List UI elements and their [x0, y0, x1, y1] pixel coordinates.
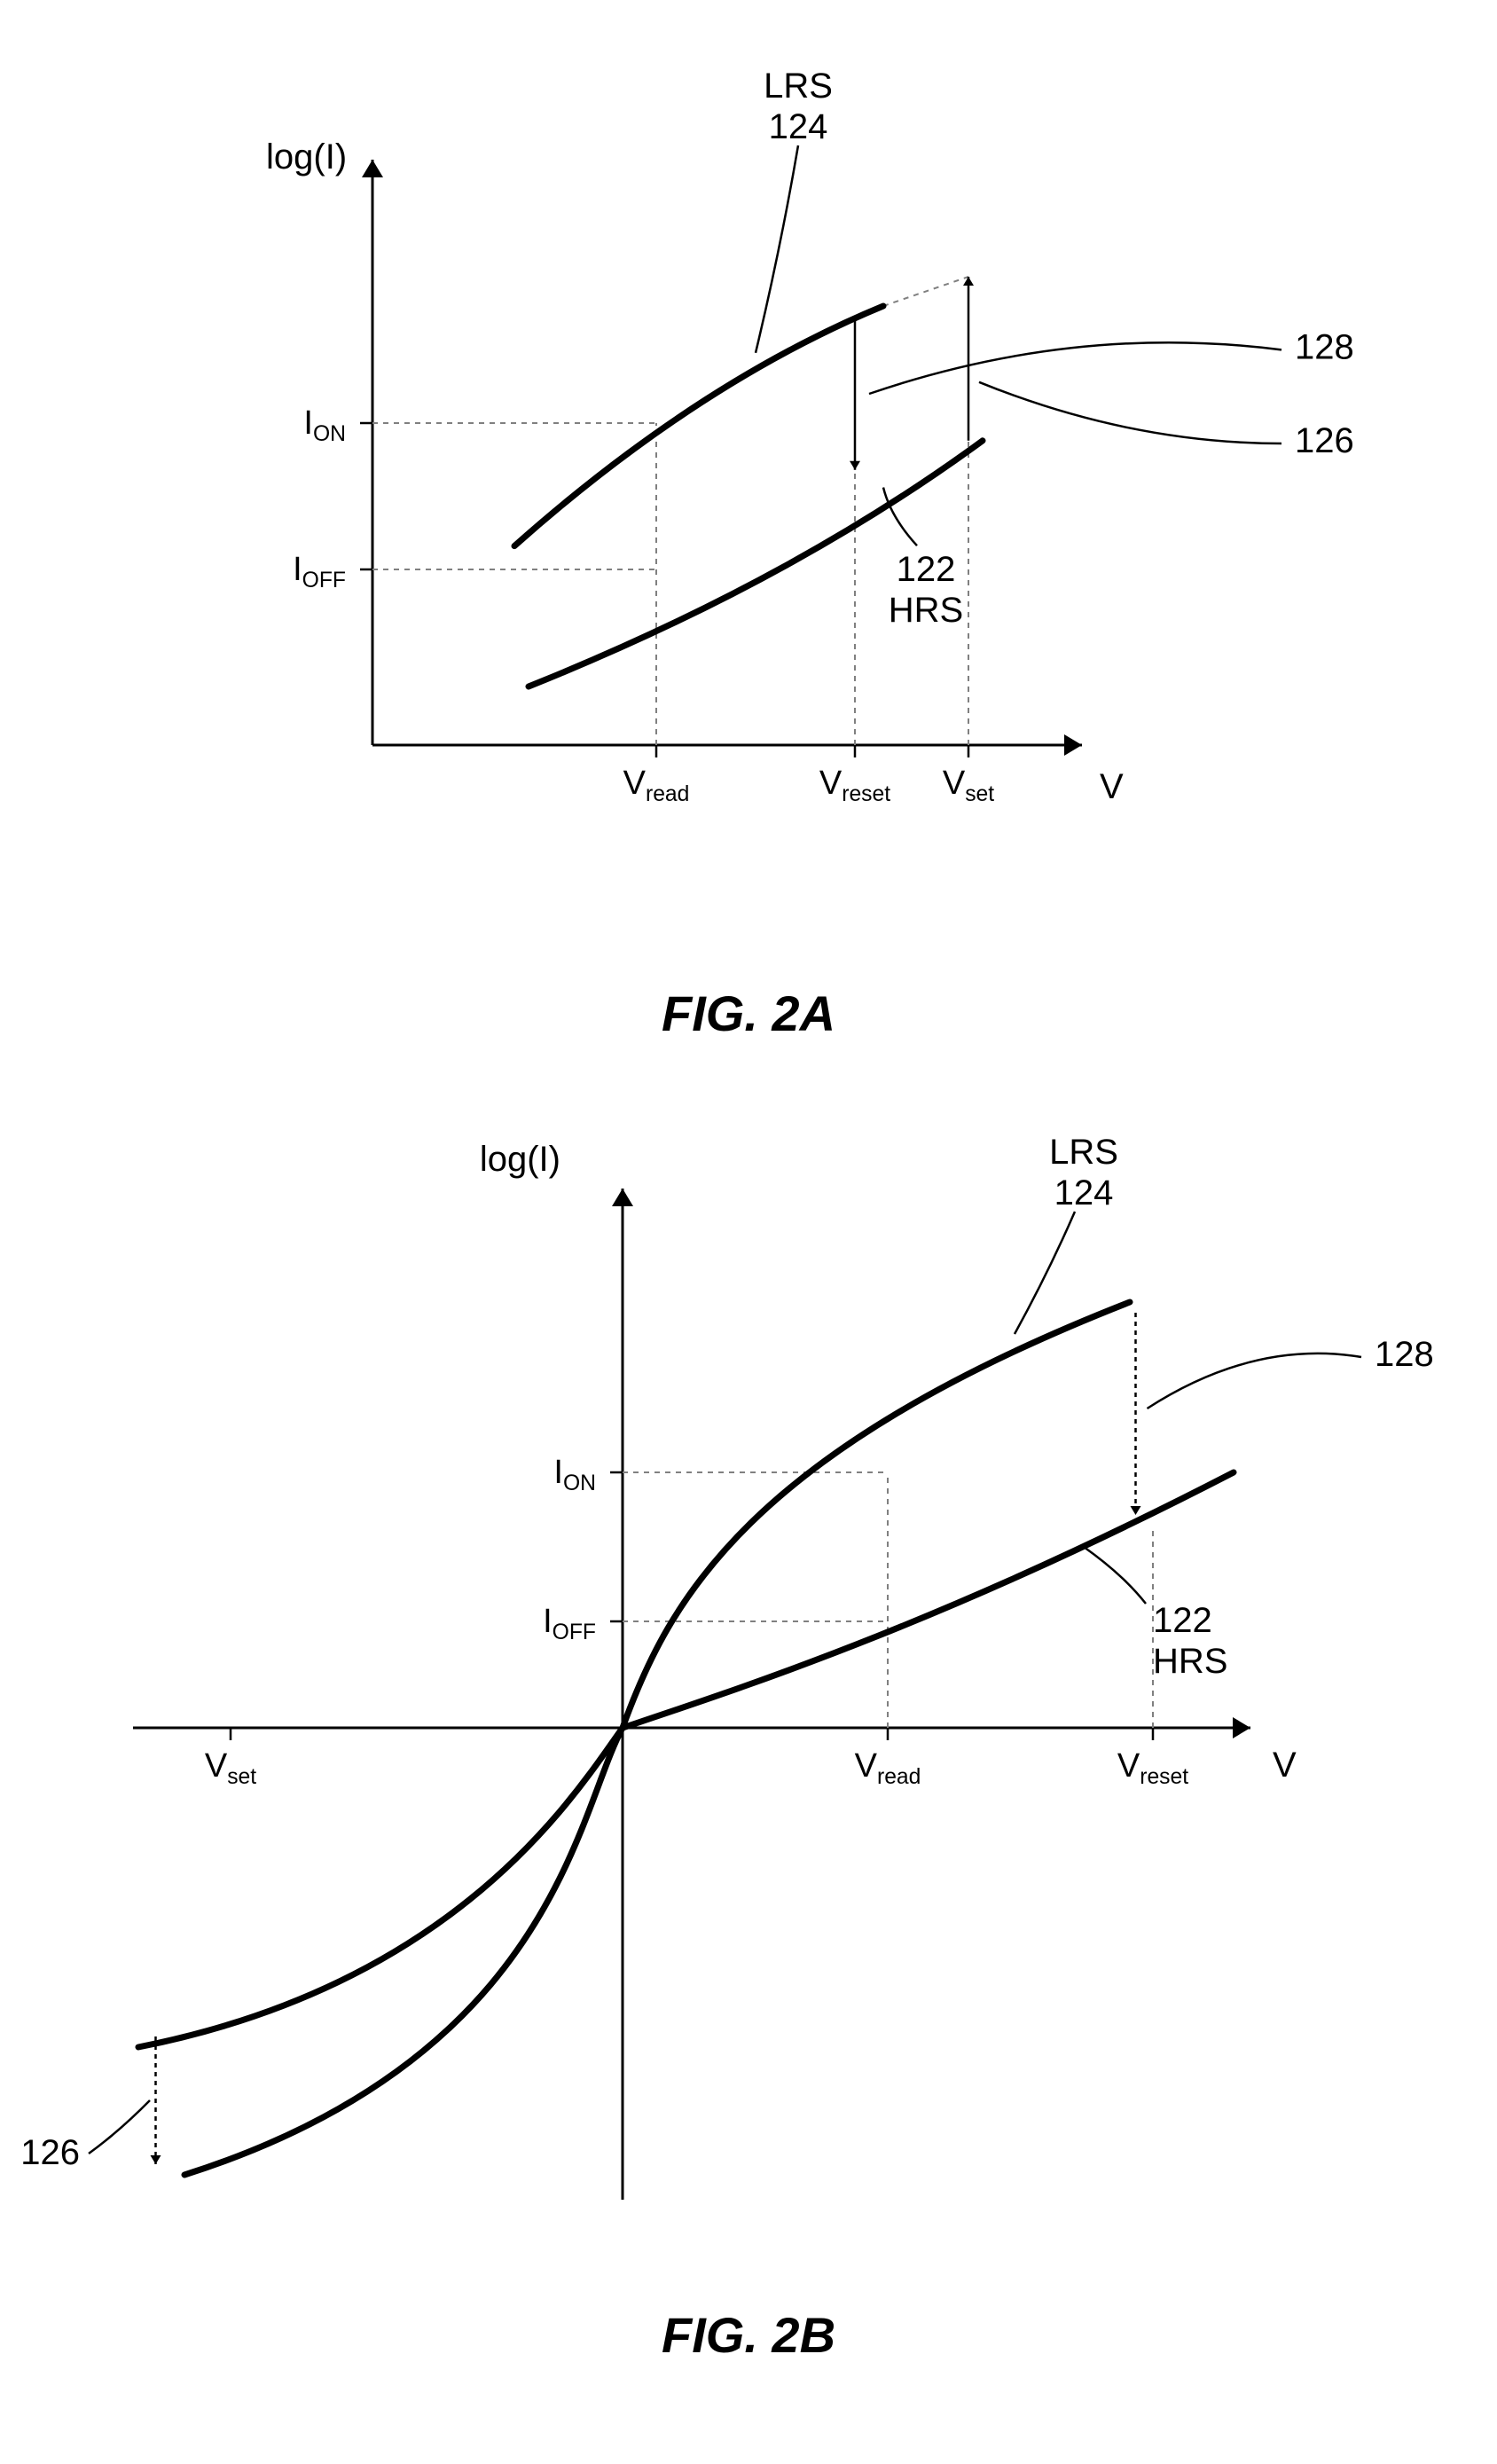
svg-text:Vreset: Vreset — [1117, 1747, 1188, 1789]
svg-text:122: 122 — [897, 550, 956, 589]
svg-text:log(I): log(I) — [266, 137, 347, 177]
fig-2b-caption: FIG. 2B — [0, 2306, 1497, 2364]
svg-text:IOFF: IOFF — [543, 1603, 596, 1644]
svg-text:Vset: Vset — [205, 1747, 256, 1789]
lrs-curve — [184, 1302, 1130, 2175]
svg-text:126: 126 — [1295, 421, 1354, 460]
fig-2b-chart: log(I) V Vread Vreset Vset ION IOFF LRS124 128 12… — [0, 1109, 1497, 2306]
svg-text:ION: ION — [303, 404, 346, 446]
svg-text:HRS: HRS — [1153, 1642, 1227, 1681]
svg-text:V: V — [1100, 767, 1124, 806]
fig-2a-chart: log(I) V Vread Vreset Vset ION IOFF LRS124 128 12… — [0, 0, 1497, 1064]
svg-text:Vset: Vset — [943, 765, 994, 806]
svg-text:122: 122 — [1153, 1601, 1212, 1640]
svg-text:Vread: Vread — [623, 765, 690, 806]
lrs-curve — [514, 306, 883, 546]
svg-text:124: 124 — [769, 107, 828, 146]
svg-text:Vread: Vread — [855, 1747, 921, 1789]
fig-2a-caption: FIG. 2A — [0, 985, 1497, 1042]
svg-text:V: V — [1273, 1746, 1297, 1785]
svg-text:LRS: LRS — [1049, 1133, 1118, 1172]
svg-text:126: 126 — [20, 2133, 80, 2172]
svg-text:Vreset: Vreset — [819, 765, 890, 806]
svg-text:LRS: LRS — [764, 67, 833, 106]
page: log(I)VVreadVresetVsetIONIOFFLRS12412812… — [0, 0, 1497, 2464]
svg-text:128: 128 — [1295, 327, 1354, 366]
svg-text:HRS: HRS — [889, 591, 963, 630]
svg-text:124: 124 — [1054, 1173, 1114, 1212]
svg-text:IOFF: IOFF — [293, 551, 346, 592]
svg-text:log(I): log(I) — [480, 1140, 560, 1179]
svg-text:ION: ION — [553, 1454, 596, 1495]
svg-text:128: 128 — [1375, 1335, 1434, 1374]
hrs-curve — [138, 1472, 1234, 2047]
